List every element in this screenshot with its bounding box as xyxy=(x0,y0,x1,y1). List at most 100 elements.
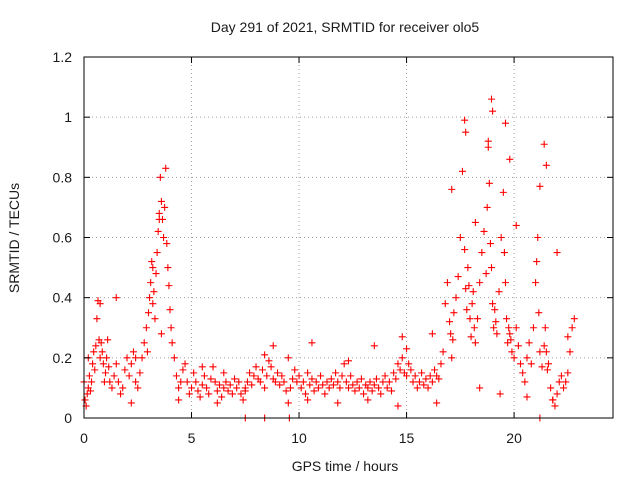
data-point xyxy=(570,315,578,323)
data-point xyxy=(501,119,509,127)
data-point xyxy=(489,300,497,308)
data-point xyxy=(461,116,469,124)
data-point xyxy=(347,372,355,380)
data-point xyxy=(532,279,540,287)
data-point xyxy=(192,378,200,386)
data-point xyxy=(265,357,273,365)
data-point xyxy=(462,285,470,293)
data-point xyxy=(152,270,160,278)
x-tick-label: 10 xyxy=(291,430,307,446)
data-point xyxy=(237,390,245,398)
data-point xyxy=(286,384,294,392)
y-axis-label: SRMTID / TECUs xyxy=(6,183,22,293)
data-point xyxy=(293,378,301,386)
data-point xyxy=(198,381,206,389)
data-point xyxy=(428,378,436,386)
data-point xyxy=(527,360,535,368)
data-point xyxy=(485,179,493,187)
data-point xyxy=(375,384,383,392)
data-point xyxy=(162,164,170,172)
data-point xyxy=(538,363,546,371)
data-point xyxy=(566,348,574,356)
data-point xyxy=(261,384,269,392)
data-point xyxy=(103,354,111,362)
data-point xyxy=(381,372,389,380)
data-point xyxy=(119,384,127,392)
data-point xyxy=(147,279,155,287)
data-point xyxy=(492,318,500,326)
data-point xyxy=(306,381,314,389)
data-point xyxy=(145,309,153,317)
data-point xyxy=(471,339,479,347)
data-point xyxy=(308,339,316,347)
data-point xyxy=(93,315,101,323)
data-point xyxy=(536,182,544,190)
data-point xyxy=(194,387,202,395)
x-tick-label: 5 xyxy=(188,430,196,446)
axis-ticks: 0 0.2 0.4 0.6 0.8 1 1.2 0 5 10 15 20 xyxy=(53,49,613,446)
data-point xyxy=(466,315,474,323)
data-point xyxy=(269,342,277,350)
data-point xyxy=(172,372,180,380)
data-point xyxy=(553,249,561,257)
data-point xyxy=(205,390,213,398)
data-point xyxy=(351,387,359,395)
data-point xyxy=(484,143,492,151)
data-point xyxy=(420,381,428,389)
data-point xyxy=(544,360,552,368)
data-point xyxy=(89,360,97,368)
data-point xyxy=(523,354,531,362)
data-point xyxy=(560,384,568,392)
data-point xyxy=(228,390,236,398)
data-point xyxy=(534,234,542,241)
data-point xyxy=(433,399,441,407)
data-point xyxy=(435,375,443,383)
data-point xyxy=(200,372,208,380)
data-point xyxy=(304,369,312,377)
data-point xyxy=(470,324,478,332)
data-point xyxy=(248,381,256,389)
data-points xyxy=(80,95,578,422)
data-point xyxy=(123,354,131,362)
data-point xyxy=(437,360,445,368)
data-point xyxy=(564,369,572,377)
data-point xyxy=(403,345,411,353)
data-point xyxy=(168,339,176,347)
data-point xyxy=(529,324,537,332)
data-point xyxy=(495,288,503,296)
data-point xyxy=(490,324,498,332)
data-point xyxy=(390,369,398,377)
data-point xyxy=(543,366,551,374)
data-point xyxy=(542,348,550,356)
data-point xyxy=(540,140,548,148)
data-point xyxy=(96,354,104,362)
data-point xyxy=(224,387,232,395)
data-point xyxy=(468,300,476,308)
data-point xyxy=(536,348,544,356)
data-point xyxy=(91,366,99,374)
data-point xyxy=(533,258,541,266)
data-point xyxy=(127,399,135,407)
data-point xyxy=(383,384,391,392)
data-point xyxy=(448,354,456,362)
data-point xyxy=(370,381,378,389)
data-point xyxy=(353,378,361,386)
x-tick-label: 15 xyxy=(399,430,415,446)
data-point xyxy=(525,339,533,347)
y-tick-label: 1.2 xyxy=(53,49,73,65)
data-point xyxy=(496,390,504,398)
data-point xyxy=(483,203,491,211)
data-point xyxy=(155,209,163,217)
data-point xyxy=(143,348,151,356)
data-point xyxy=(317,372,325,380)
data-point xyxy=(261,351,269,359)
data-point xyxy=(336,384,344,392)
data-point xyxy=(398,333,406,341)
data-point xyxy=(441,300,449,308)
data-point xyxy=(90,348,98,356)
data-point xyxy=(334,378,342,386)
data-point xyxy=(506,330,514,338)
data-point xyxy=(415,378,423,386)
data-point xyxy=(97,339,105,347)
data-point xyxy=(329,381,337,389)
